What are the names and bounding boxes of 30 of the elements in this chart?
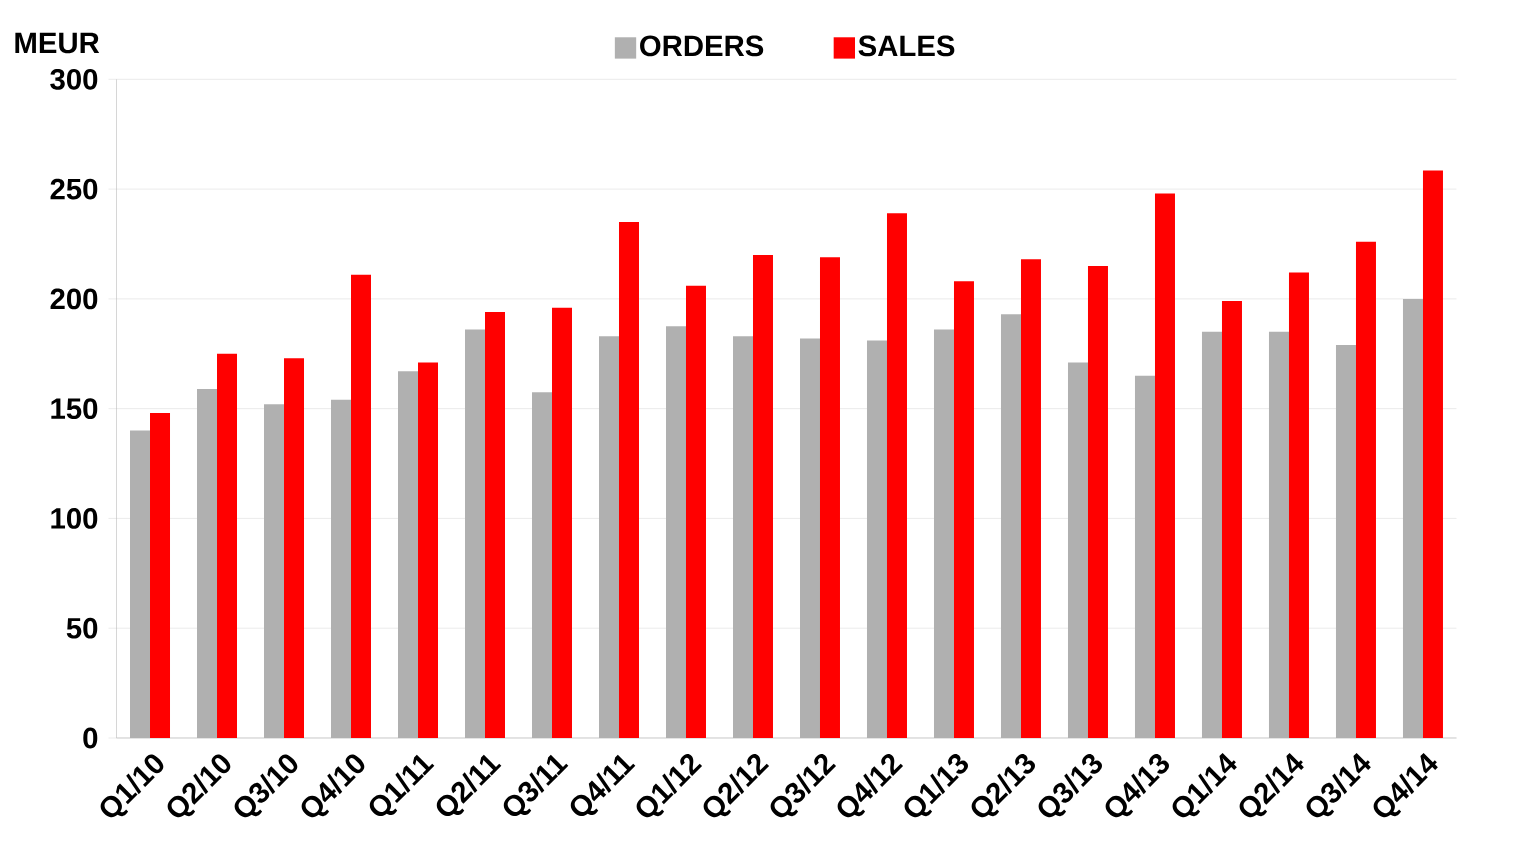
bar [953, 281, 974, 738]
bar [351, 274, 371, 738]
y-tick-label: 300 [50, 68, 98, 90]
bar [686, 285, 706, 738]
bar [552, 307, 572, 738]
bar [1288, 272, 1309, 738]
y-tick-label: 50 [66, 617, 98, 639]
legend-label: SALES [858, 35, 955, 57]
bar [217, 353, 238, 738]
y-axis-title: MEUR [15, 32, 100, 54]
y-tick-label: 250 [50, 178, 98, 200]
bar [1355, 241, 1376, 738]
y-tick-label: 150 [51, 398, 98, 420]
y-tick-label: 100 [51, 508, 98, 529]
bar [150, 413, 171, 738]
bar [1087, 265, 1108, 738]
bar [284, 358, 305, 738]
bar [752, 254, 773, 738]
bar [619, 222, 639, 738]
bar [1020, 259, 1041, 738]
bar [886, 213, 907, 738]
y-tick-label: 0 [83, 727, 98, 749]
bar [1154, 193, 1175, 738]
bar [418, 362, 438, 738]
bar [1422, 170, 1443, 738]
bar [485, 312, 505, 738]
y-tick-label: 200 [50, 288, 98, 310]
bar [819, 257, 840, 738]
legend-label: ORDERS [640, 35, 764, 57]
bar [1221, 301, 1242, 738]
